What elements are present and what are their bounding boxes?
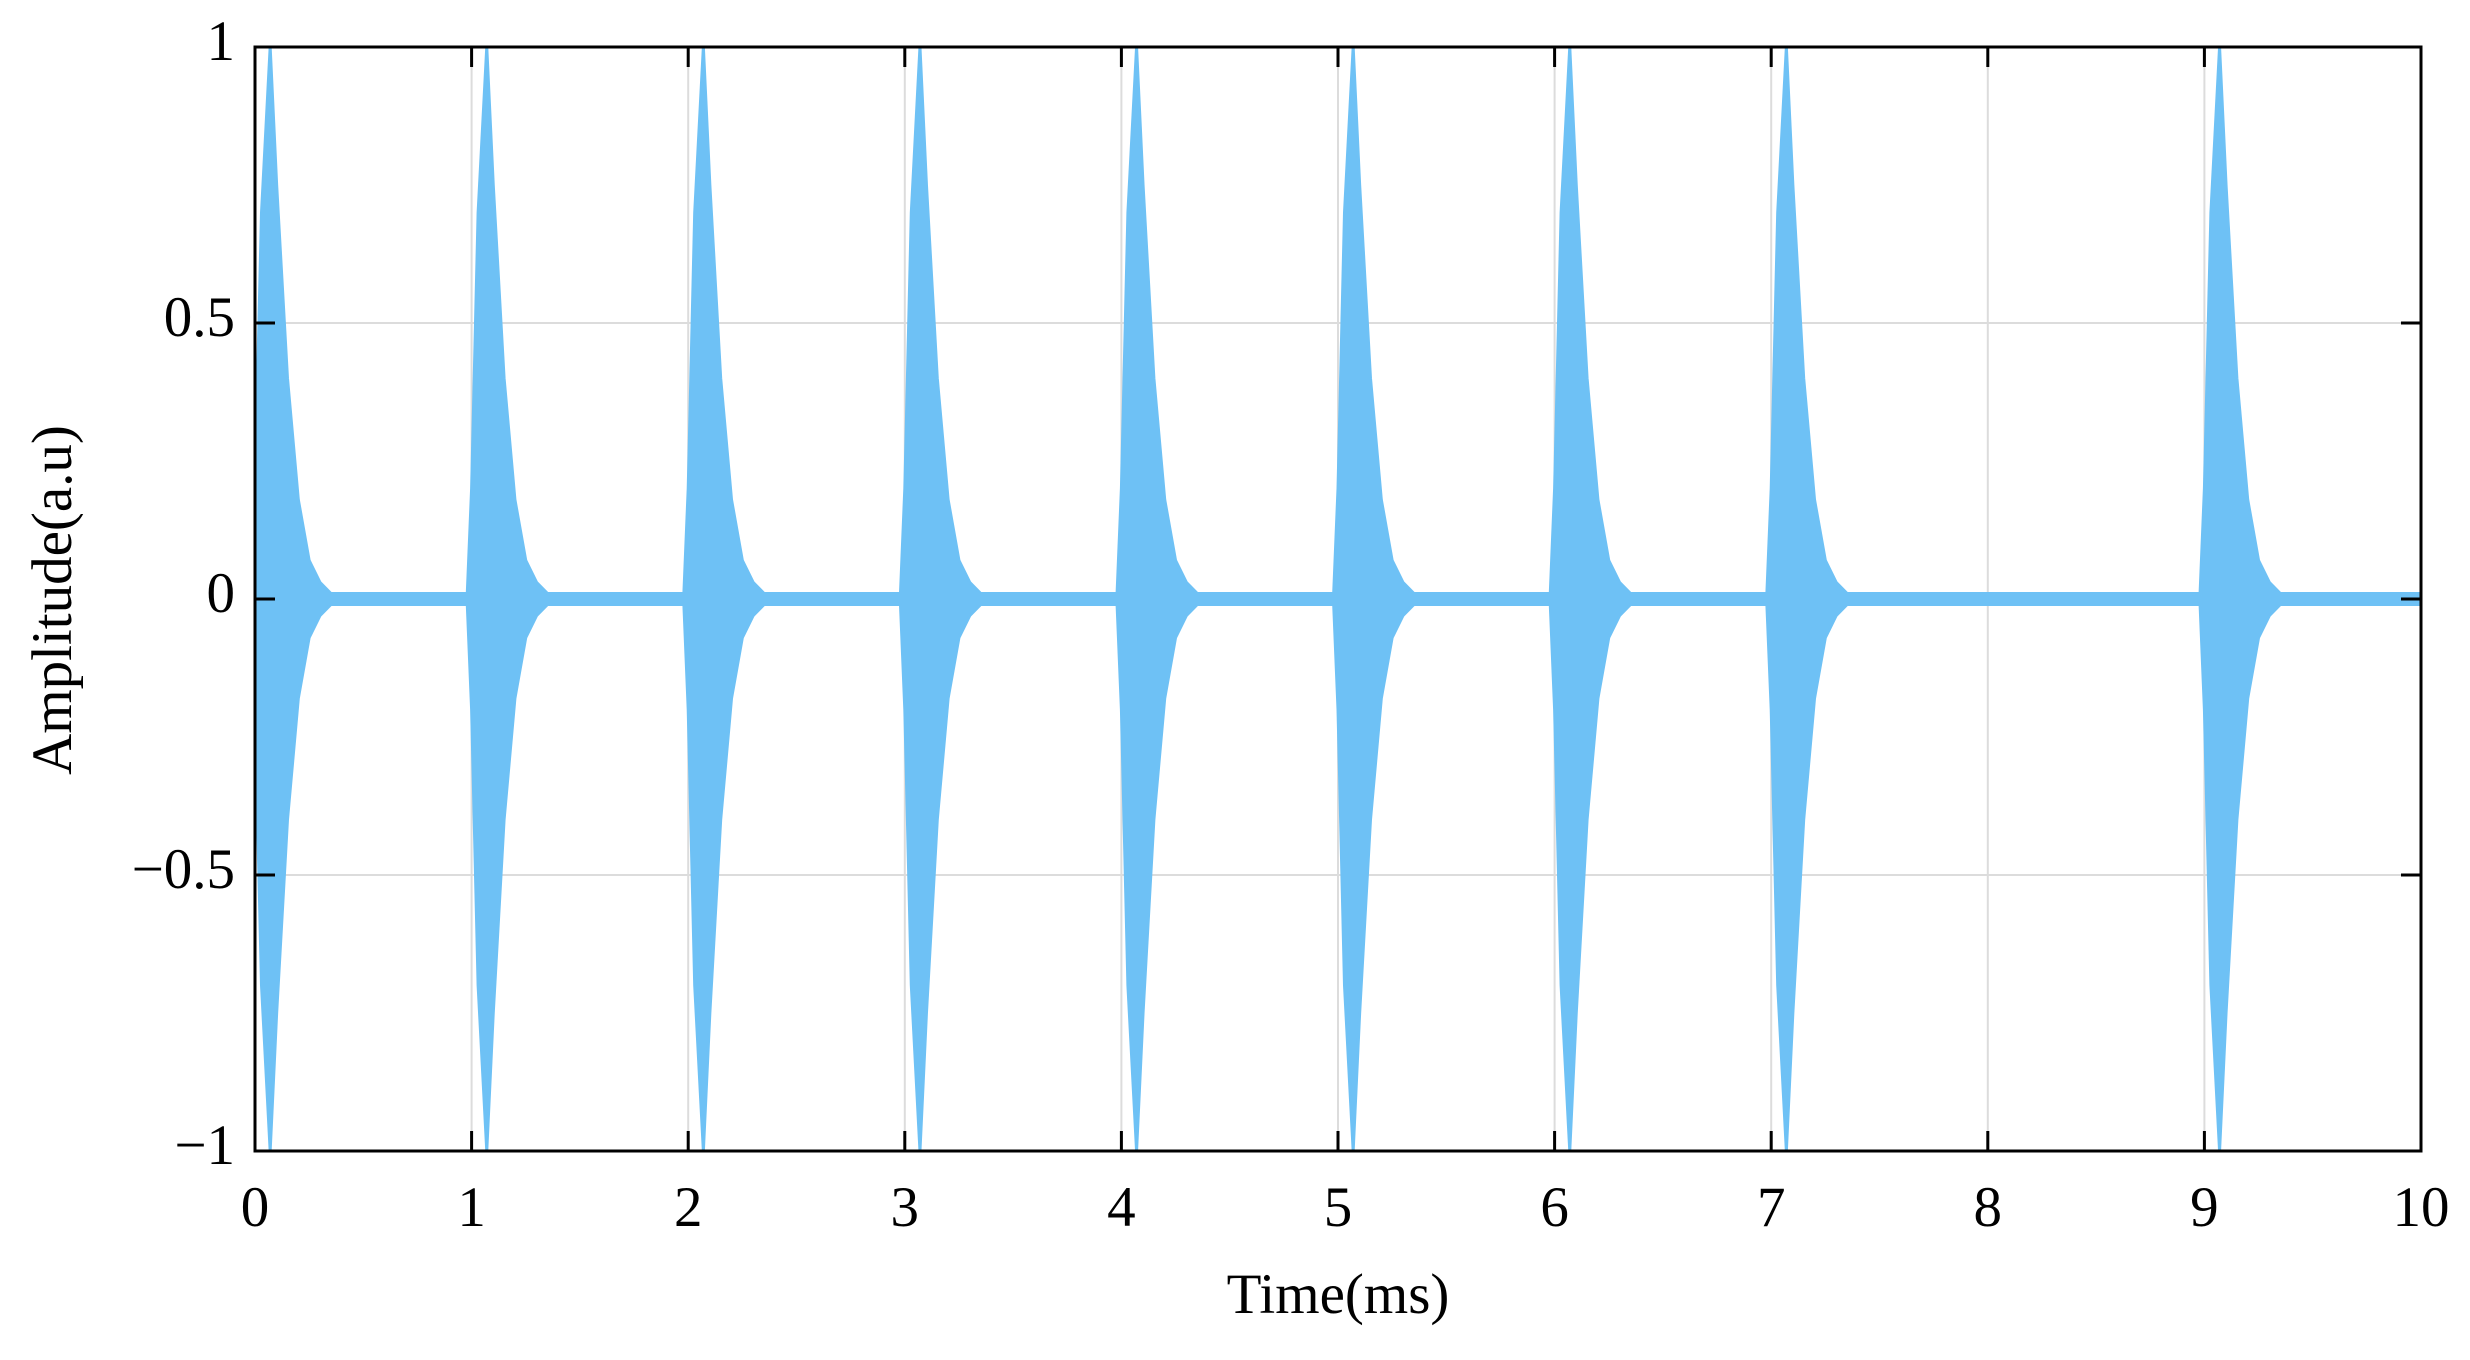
y-axis-label: Amplitude(a.u): [21, 425, 84, 775]
x-tick-label: 9: [2190, 1176, 2219, 1239]
y-tick-label: 1: [207, 10, 236, 73]
x-axis-label: Time(ms): [1227, 1263, 1450, 1326]
x-tick-label: 1: [457, 1176, 486, 1239]
x-tick-label: 10: [2393, 1176, 2450, 1239]
y-tick-label: 0: [207, 562, 236, 625]
x-tick-label: 6: [1540, 1176, 1569, 1239]
x-tick-label: 5: [1324, 1176, 1353, 1239]
y-tick-label: −1: [174, 1114, 235, 1177]
signal-envelope: [253, 46, 2423, 601]
y-tick-label: 0.5: [164, 286, 235, 349]
x-tick-label: 2: [674, 1176, 703, 1239]
x-tick-label: 7: [1757, 1176, 1786, 1239]
x-tick-label: 4: [1107, 1176, 1136, 1239]
x-tick-label: 3: [891, 1176, 920, 1239]
signal-envelope: [253, 597, 2423, 1152]
x-tick-label: 8: [1974, 1176, 2003, 1239]
x-tick-label: 0: [241, 1176, 270, 1239]
y-tick-label: −0.5: [132, 838, 235, 901]
